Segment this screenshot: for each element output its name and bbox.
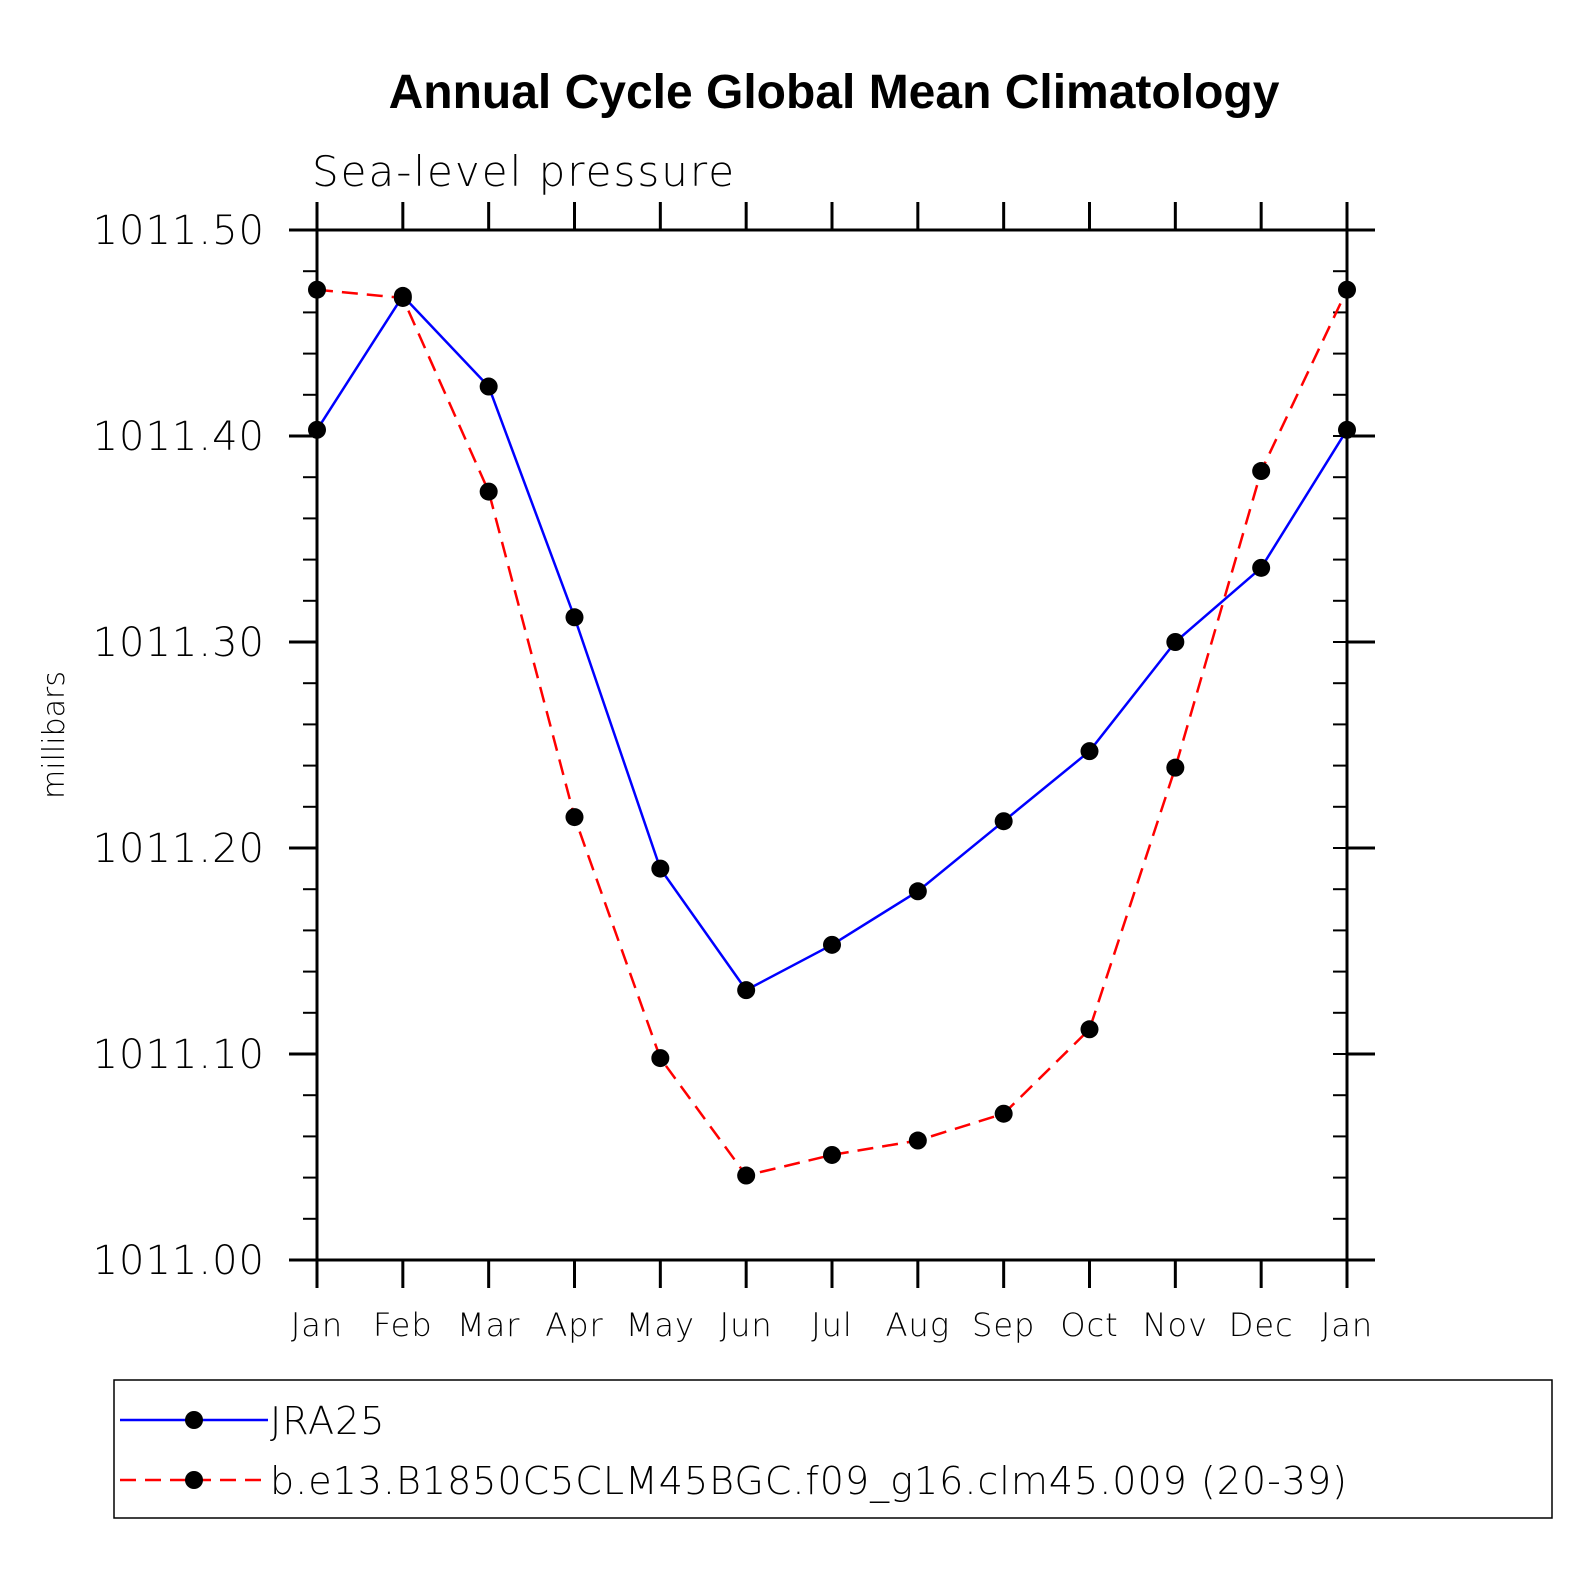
series-1-point: [651, 1049, 670, 1068]
series-0-point: [1252, 558, 1271, 577]
x-tick-label: Jun: [720, 1306, 773, 1344]
series-0-point: [565, 608, 584, 627]
x-tick-labels: Jan Feb Mar Apr May Jun Jul Aug Sep Oct Nov Dec Jan: [291, 1306, 1373, 1344]
chart-title: Annual Cycle Global Mean Climatology: [389, 66, 1280, 119]
data-series: [308, 280, 1356, 1185]
x-tick-label: Oct: [1060, 1306, 1118, 1344]
series-0-point: [308, 420, 326, 439]
y-tick-label: 1011.00: [93, 1238, 265, 1284]
x-tick-label: Jan: [291, 1306, 343, 1344]
legend-marker-model: [185, 1471, 203, 1489]
series-1-point: [823, 1145, 841, 1164]
y-tick-label: 1011.50: [93, 208, 265, 254]
x-tick-label: Mar: [457, 1306, 520, 1344]
legend-marker-jra25: [185, 1411, 203, 1429]
x-tick-label: Dec: [1229, 1306, 1294, 1344]
legend: JRA25 b.e13.B1850C5CLM45BGC.f09_g16.clm4…: [113, 1379, 1553, 1519]
chart-subtitle: Sea-level pressure: [312, 147, 736, 196]
x-tick-label: Apr: [545, 1306, 603, 1344]
x-tick-label: Feb: [373, 1306, 433, 1344]
series-1-point: [1166, 758, 1185, 777]
x-tick-label: May: [626, 1306, 695, 1344]
y-tick-label: 1011.40: [93, 414, 265, 460]
series-0-point: [479, 377, 498, 396]
series-0-point: [1166, 633, 1185, 651]
series-line-1: [316, 288, 1349, 1177]
series-0-point: [908, 882, 927, 901]
axis-ticks: [289, 202, 1375, 1288]
series-0-point: [1338, 420, 1356, 439]
y-tick-label: 1011.20: [93, 826, 265, 872]
x-tick-label: Sep: [972, 1306, 1035, 1344]
series-0-point: [823, 935, 841, 954]
series-1-point: [994, 1104, 1013, 1123]
series-1-point: [737, 1166, 756, 1185]
series-line-0: [315, 294, 1349, 992]
legend-label-model: b.e13.B1850C5CLM45BGC.f09_g16.clm45.009 …: [270, 1459, 1348, 1504]
series-1-point: [393, 288, 412, 307]
series-1-point: [1338, 280, 1356, 299]
series-1-point: [565, 808, 584, 827]
x-tick-label: Nov: [1143, 1306, 1208, 1344]
y-tick-label: 1011.30: [93, 620, 265, 666]
series-1-point: [1252, 462, 1271, 481]
y-axis-label: millibars: [37, 671, 72, 799]
series-0-point: [994, 812, 1013, 831]
y-tick-labels: 1011.00 1011.10 1011.20 1011.30 1011.40 1011.…: [93, 208, 265, 1284]
x-tick-label: Jul: [811, 1306, 853, 1344]
series-1-point: [308, 280, 326, 299]
series-0-point: [651, 859, 670, 878]
y-tick-label: 1011.10: [93, 1032, 265, 1078]
legend-label-jra25: JRA25: [270, 1399, 385, 1443]
series-0-point: [1080, 742, 1099, 761]
plot-frame: [315, 228, 1349, 1262]
x-tick-label: Jan: [1321, 1306, 1373, 1344]
x-tick-label: Aug: [886, 1306, 950, 1344]
series-1-point: [479, 482, 498, 501]
series-1-point: [1080, 1020, 1099, 1039]
series-1-point: [908, 1131, 927, 1150]
legend-box: [113, 1379, 1553, 1519]
series-0-point: [737, 981, 756, 1000]
